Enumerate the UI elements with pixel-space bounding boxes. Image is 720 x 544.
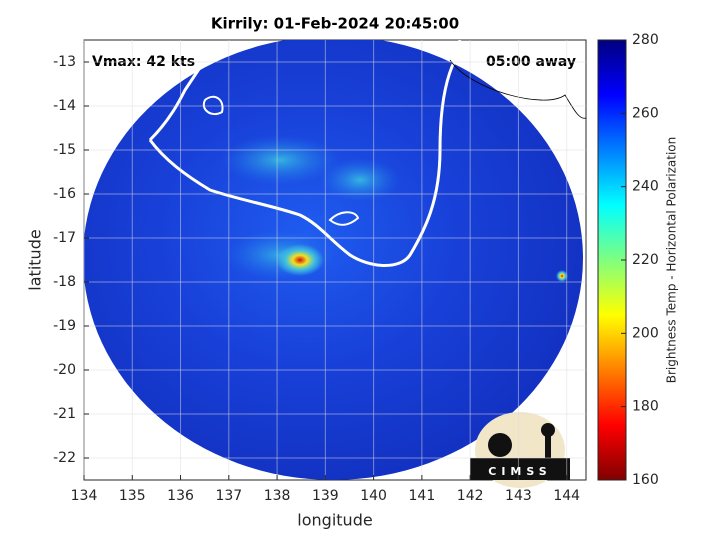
colorbar-tick-label: 180 bbox=[632, 399, 659, 415]
x-axis-label: longitude bbox=[297, 511, 372, 530]
y-tick-label: -14 bbox=[53, 98, 76, 114]
colorbar-tick-label: 240 bbox=[632, 179, 659, 195]
x-tick-label: 137 bbox=[215, 488, 242, 504]
colorbar-label: Brightness Temp - Horizontal Polarizatio… bbox=[665, 137, 679, 384]
x-tick-label: 140 bbox=[360, 488, 387, 504]
y-tick-label: -16 bbox=[53, 186, 76, 202]
logo-text: CIMSS bbox=[488, 465, 551, 478]
x-tick-label: 136 bbox=[167, 488, 194, 504]
x-tick-label: 139 bbox=[312, 488, 339, 504]
colorbar-tick-label: 200 bbox=[632, 325, 659, 341]
logo: CIMSS bbox=[470, 412, 570, 488]
x-tick-label: 143 bbox=[505, 488, 532, 504]
x-tick-label: 142 bbox=[457, 488, 484, 504]
x-tick-label: 134 bbox=[71, 488, 98, 504]
x-tick-label: 141 bbox=[409, 488, 436, 504]
y-tick-label: -20 bbox=[53, 362, 76, 378]
colorbar-tick-label: 280 bbox=[632, 32, 659, 48]
chart-title: Kirrily: 01-Feb-2024 20:45:00 bbox=[211, 15, 459, 33]
colorbar-tick-label: 260 bbox=[632, 105, 659, 121]
y-tick-label: -19 bbox=[53, 318, 76, 334]
y-tick-label: -18 bbox=[53, 274, 76, 290]
colorbar-tick-label: 160 bbox=[632, 472, 659, 488]
colorbar-tick-label: 220 bbox=[632, 252, 659, 268]
y-tick-label: -21 bbox=[53, 406, 76, 422]
y-tick-label: -13 bbox=[53, 54, 76, 70]
x-tick-label: 135 bbox=[119, 488, 146, 504]
x-tick-label: 144 bbox=[553, 488, 580, 504]
y-tick-label: -15 bbox=[53, 142, 76, 158]
y-axis-label: latitude bbox=[26, 229, 45, 290]
y-tick-label: -17 bbox=[53, 230, 76, 246]
x-tick-label: 138 bbox=[264, 488, 291, 504]
y-tick-label: -22 bbox=[53, 450, 76, 466]
